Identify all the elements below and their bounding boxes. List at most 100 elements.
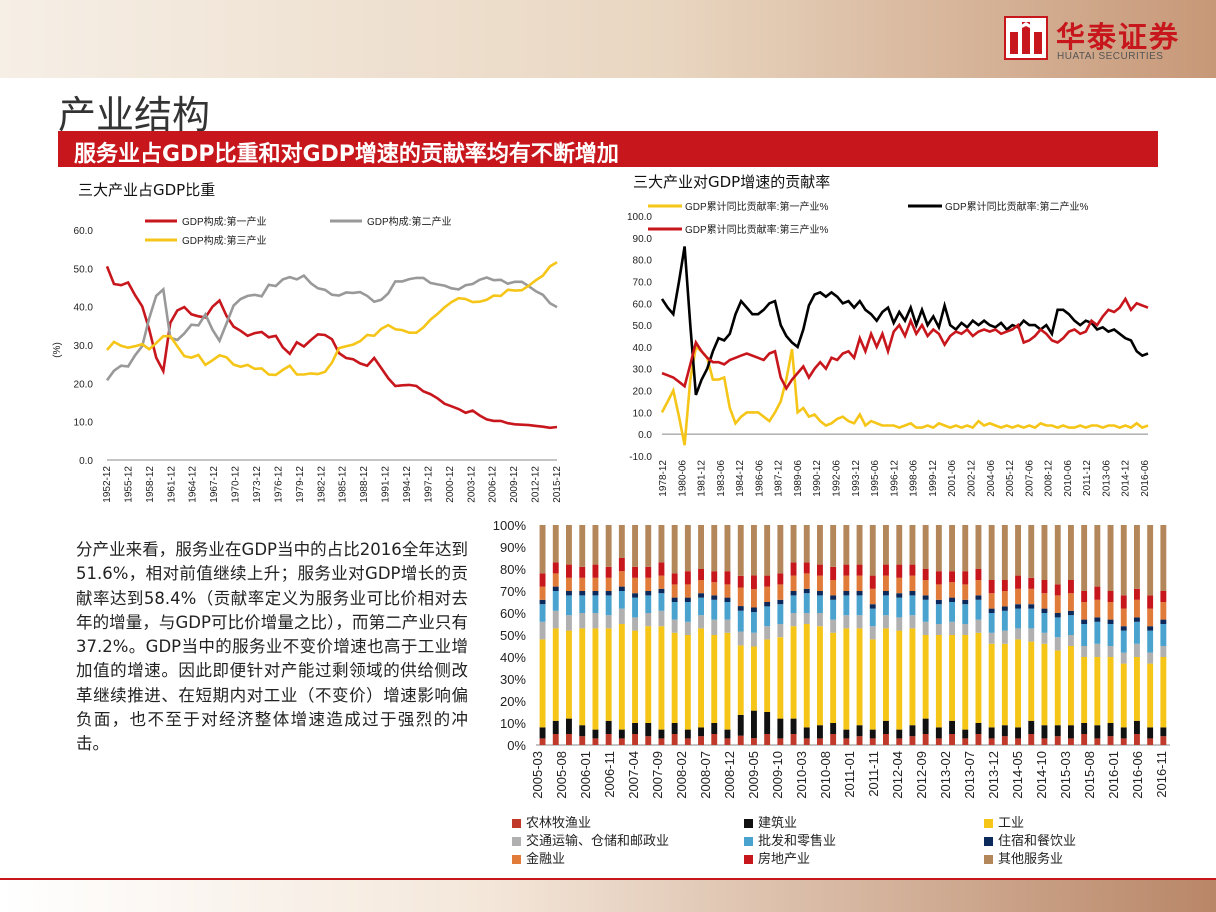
bar-segment xyxy=(949,734,955,745)
bar-segment xyxy=(949,602,955,622)
bar-segment xyxy=(632,577,638,594)
bar-segment xyxy=(1094,643,1101,657)
legend-swatch xyxy=(744,837,753,846)
headline-text: 服务业占GDP比重和对GDP增速的贡献率均有不断增加 xyxy=(74,142,619,167)
bar-segment xyxy=(935,624,942,635)
bar-segment xyxy=(698,628,704,728)
bar-segment xyxy=(909,525,916,565)
bar-segment xyxy=(1001,525,1008,580)
bar-segment xyxy=(817,575,823,591)
bar-segment xyxy=(909,615,916,629)
bar-segment xyxy=(579,591,586,596)
bar-segment xyxy=(896,738,903,745)
bar-segment xyxy=(552,628,559,721)
bar-segment xyxy=(1147,608,1154,627)
bar-segment xyxy=(539,573,546,587)
bar-segment xyxy=(552,610,559,629)
legend-swatch xyxy=(744,819,753,828)
x-tick-label: 2014-12 xyxy=(1121,460,1132,497)
bar-segment xyxy=(949,582,955,598)
bar-segment xyxy=(1147,630,1154,653)
bar-segment xyxy=(724,632,731,730)
bar-segment xyxy=(1147,595,1154,609)
bar-segment xyxy=(817,738,823,745)
bar-segment xyxy=(605,615,612,629)
bar-segment xyxy=(922,599,929,622)
bar-segment xyxy=(632,566,638,578)
bar-segment xyxy=(817,595,823,613)
bar-segment xyxy=(658,525,665,563)
x-tick-label: 1992-06 xyxy=(832,460,843,497)
bar-segment xyxy=(632,723,638,734)
y-tick-label: 0.0 xyxy=(638,430,652,441)
bar-segment xyxy=(922,718,929,734)
logo-text-cn: 华泰证券 xyxy=(1056,20,1181,54)
bar-segment xyxy=(1081,591,1088,602)
x-tick-label: 1984-12 xyxy=(735,460,746,497)
x-tick-label: 2013-12 xyxy=(986,751,1001,799)
bar-segment xyxy=(817,725,823,739)
bar-segment xyxy=(869,604,876,609)
bar-segment xyxy=(896,630,903,730)
bar-segment xyxy=(751,525,757,576)
bar-segment xyxy=(751,646,757,711)
bar-segment xyxy=(671,525,678,574)
bar-segment xyxy=(1107,591,1114,602)
x-tick-label: 1980-06 xyxy=(677,460,688,497)
bar-segment xyxy=(566,564,572,578)
bar-segment xyxy=(962,584,969,600)
bar-segment xyxy=(737,714,744,736)
y-tick-label: 20.0 xyxy=(633,387,653,398)
y-tick-label: 80% xyxy=(500,562,526,577)
chart-gdp-contribution: 100.0 90.0 80.0 70.0 60.0 50.0 40.0 30.0 20.0 10.… xyxy=(627,200,1151,497)
bar-segment xyxy=(935,727,942,739)
bar-segment xyxy=(1068,725,1074,739)
bar-segment xyxy=(830,595,837,600)
x-tick-label: 2007-04 xyxy=(626,751,641,799)
x-tick-label: 2007-06 xyxy=(1024,460,1035,497)
bar-segment xyxy=(645,613,652,627)
bar-segment xyxy=(592,595,599,613)
bar-segment xyxy=(1041,632,1048,644)
bar-segment xyxy=(566,630,572,719)
x-tick-label: 2001-06 xyxy=(947,460,958,497)
y-tick-label: 90.0 xyxy=(633,234,653,245)
bar-segment xyxy=(1094,621,1101,644)
x-tick-label: 1988-12 xyxy=(359,466,370,503)
bar-segment xyxy=(684,621,691,635)
bar-segment xyxy=(566,525,572,565)
x-tick-label: 2009-12 xyxy=(509,466,520,503)
bar-segment xyxy=(645,736,652,745)
bar-segment xyxy=(592,577,599,591)
legend-item: 住宿和餐饮业 xyxy=(984,830,1076,849)
bar-segment xyxy=(671,632,678,723)
bar-segment xyxy=(605,595,612,616)
bar-segment xyxy=(1160,727,1167,737)
bar-segment xyxy=(790,734,797,745)
bar-segment xyxy=(711,599,718,620)
bar-segment xyxy=(579,628,586,726)
x-tick-label: 2016-11 xyxy=(1154,751,1169,798)
bar-segment xyxy=(711,571,718,583)
bar-segment xyxy=(843,595,850,616)
bar-segment xyxy=(1068,580,1074,594)
logo-text-en: HUATAI SECURITIES xyxy=(1057,51,1164,62)
legend-label: GDP累计同比贡献率:第一产业% xyxy=(685,200,828,213)
x-tick-label: 2015-03 xyxy=(1058,751,1073,799)
x-tick-label: 2010-06 xyxy=(1063,460,1074,497)
x-tick-label: 2013-07 xyxy=(962,751,977,799)
bar-segment xyxy=(645,525,652,567)
bar-segment xyxy=(1107,736,1114,745)
x-tick-label: 1991-12 xyxy=(381,466,392,503)
bar-segment xyxy=(1015,525,1021,576)
legend-item: 金融业 xyxy=(512,848,565,867)
legend-label: 其他服务业 xyxy=(998,852,1064,867)
bar-segment xyxy=(1001,643,1008,726)
bar-segment xyxy=(764,734,771,745)
bar-segment xyxy=(566,595,572,616)
bar-segment xyxy=(1068,646,1074,726)
bar-segment xyxy=(856,564,863,576)
bar-segment xyxy=(1054,595,1061,613)
bar-segment xyxy=(1120,630,1127,653)
bar-segment xyxy=(949,597,955,602)
